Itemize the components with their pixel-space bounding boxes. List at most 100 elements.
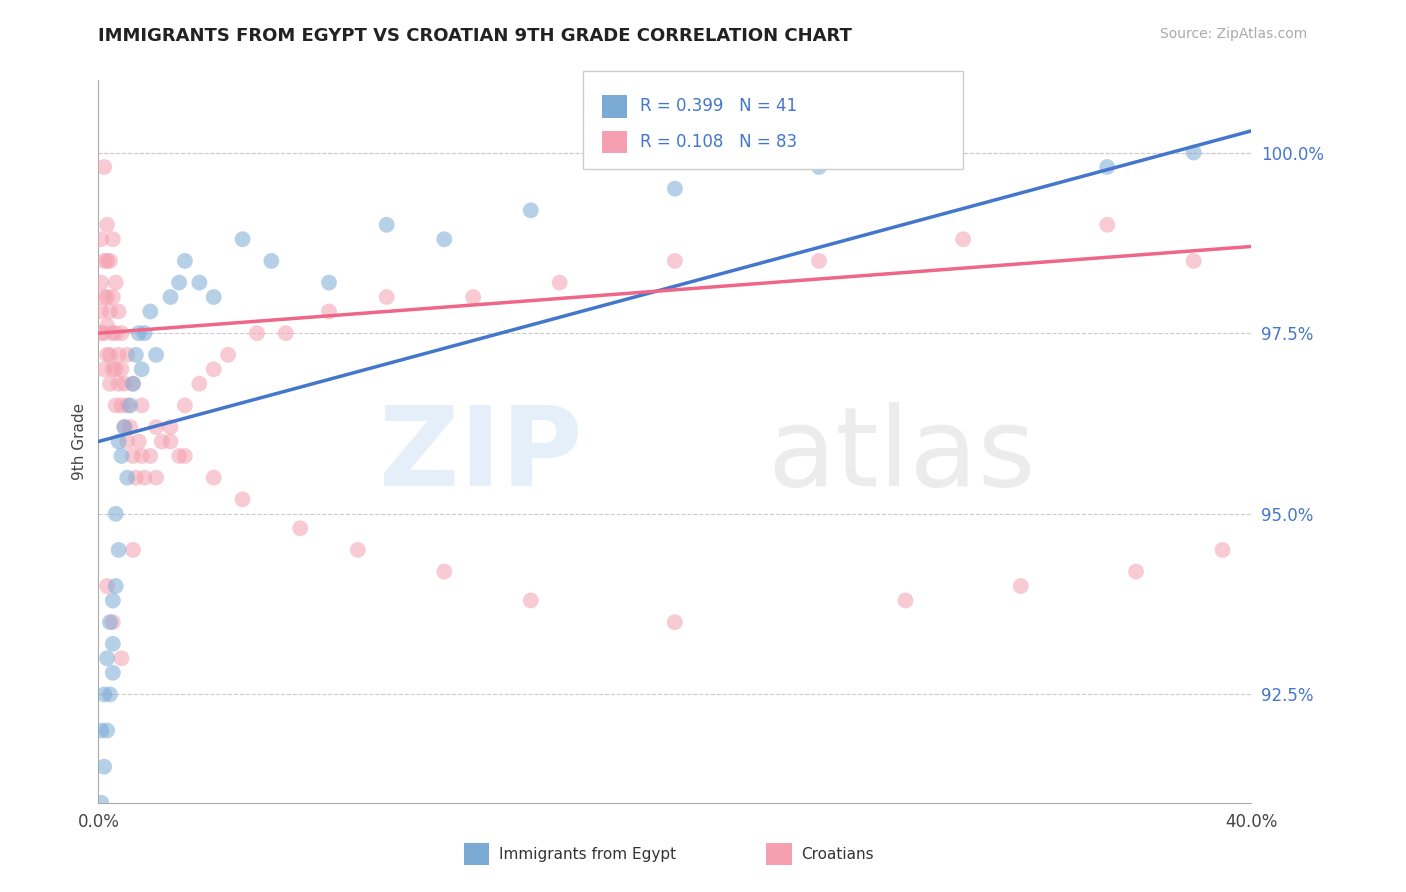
Point <box>1097 160 1119 174</box>
Point <box>107 434 129 449</box>
Point <box>260 253 283 268</box>
Point <box>98 687 121 701</box>
Point <box>90 723 112 738</box>
Point <box>93 687 115 701</box>
Point <box>188 276 211 290</box>
Point <box>246 326 269 340</box>
Point <box>1212 542 1234 557</box>
Point <box>128 326 150 340</box>
Point <box>104 276 127 290</box>
Point <box>104 398 127 412</box>
Point <box>107 304 129 318</box>
Point <box>167 276 190 290</box>
Point <box>664 253 686 268</box>
Point <box>125 470 148 484</box>
Point <box>231 492 254 507</box>
Point <box>110 651 132 665</box>
Point <box>110 326 132 340</box>
Point <box>122 376 145 391</box>
Point <box>101 637 124 651</box>
Point <box>101 362 124 376</box>
Point <box>1010 579 1032 593</box>
Point <box>90 796 112 810</box>
Point <box>98 615 121 629</box>
Point <box>808 160 831 174</box>
Point <box>98 304 121 318</box>
Point <box>101 290 124 304</box>
Point <box>96 579 118 593</box>
Point <box>93 253 115 268</box>
Point <box>1182 145 1205 160</box>
Point <box>104 579 127 593</box>
Point <box>174 449 197 463</box>
Point <box>112 420 135 434</box>
Point <box>101 593 124 607</box>
Point <box>101 615 124 629</box>
Point <box>131 398 153 412</box>
Point <box>96 290 118 304</box>
Point <box>112 376 135 391</box>
Point <box>125 348 148 362</box>
Point <box>112 420 135 434</box>
Point <box>139 304 162 318</box>
Point <box>90 232 112 246</box>
Point <box>188 376 211 391</box>
Point <box>117 434 139 449</box>
Point <box>107 542 129 557</box>
Point <box>134 470 156 484</box>
Point <box>346 542 368 557</box>
Point <box>150 434 173 449</box>
Text: Croatians: Croatians <box>801 847 875 862</box>
Point <box>231 232 254 246</box>
Bar <box>464 843 489 865</box>
Point <box>107 376 129 391</box>
Point <box>664 615 686 629</box>
Point <box>96 651 118 665</box>
Point <box>98 348 121 362</box>
Point <box>93 290 115 304</box>
Point <box>96 723 118 738</box>
Point <box>520 203 543 218</box>
Point <box>117 398 139 412</box>
Bar <box>602 131 627 153</box>
Point <box>101 665 124 680</box>
Point <box>122 449 145 463</box>
Point <box>96 348 118 362</box>
Point <box>98 253 121 268</box>
Point <box>117 470 139 484</box>
Text: R = 0.399   N = 41: R = 0.399 N = 41 <box>640 97 797 115</box>
Point <box>274 326 297 340</box>
Point <box>145 348 167 362</box>
Bar <box>602 95 627 118</box>
Point <box>110 362 132 376</box>
Point <box>128 434 150 449</box>
Point <box>375 290 398 304</box>
Point <box>93 362 115 376</box>
Bar <box>766 843 792 865</box>
Point <box>122 542 145 557</box>
Point <box>107 348 129 362</box>
Point <box>318 276 340 290</box>
Point <box>122 376 145 391</box>
Point <box>318 304 340 318</box>
Point <box>110 449 132 463</box>
Point <box>664 181 686 195</box>
Point <box>894 593 917 607</box>
Point <box>139 449 162 463</box>
Point <box>461 290 484 304</box>
Point <box>159 434 181 449</box>
Point <box>90 276 112 290</box>
Point <box>159 290 181 304</box>
Point <box>145 470 167 484</box>
Point <box>202 290 225 304</box>
Point <box>952 232 974 246</box>
Text: IMMIGRANTS FROM EGYPT VS CROATIAN 9TH GRADE CORRELATION CHART: IMMIGRANTS FROM EGYPT VS CROATIAN 9TH GR… <box>98 27 852 45</box>
Point <box>202 470 225 484</box>
Point <box>375 218 398 232</box>
Point <box>98 376 121 391</box>
Point <box>131 362 153 376</box>
Point <box>145 420 167 434</box>
Point <box>101 326 124 340</box>
Point <box>90 326 112 340</box>
Point <box>202 362 225 376</box>
